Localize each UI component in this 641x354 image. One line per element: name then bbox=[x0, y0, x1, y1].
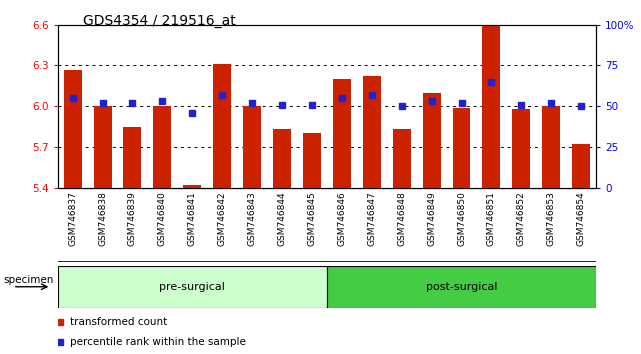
Text: GSM746853: GSM746853 bbox=[547, 191, 556, 246]
Bar bbox=[243, 106, 261, 188]
Bar bbox=[422, 93, 440, 188]
Bar bbox=[363, 76, 381, 188]
Text: GSM746847: GSM746847 bbox=[367, 191, 376, 246]
Bar bbox=[303, 133, 321, 188]
Text: GSM746841: GSM746841 bbox=[188, 191, 197, 246]
Bar bbox=[183, 185, 201, 188]
Bar bbox=[453, 108, 470, 188]
Text: GSM746842: GSM746842 bbox=[218, 191, 227, 246]
Bar bbox=[213, 64, 231, 188]
Text: specimen: specimen bbox=[3, 275, 54, 285]
Bar bbox=[273, 129, 291, 188]
Text: GSM746845: GSM746845 bbox=[308, 191, 317, 246]
Bar bbox=[542, 106, 560, 188]
Text: percentile rank within the sample: percentile rank within the sample bbox=[70, 337, 246, 348]
Text: GSM746852: GSM746852 bbox=[517, 191, 526, 246]
Bar bbox=[153, 106, 171, 188]
Text: GDS4354 / 219516_at: GDS4354 / 219516_at bbox=[83, 14, 236, 28]
Text: GSM746846: GSM746846 bbox=[337, 191, 346, 246]
Text: post-surgical: post-surgical bbox=[426, 282, 497, 292]
Text: transformed count: transformed count bbox=[70, 317, 167, 327]
Bar bbox=[63, 69, 81, 188]
Bar bbox=[572, 144, 590, 188]
Text: GSM746838: GSM746838 bbox=[98, 191, 107, 246]
Bar bbox=[333, 79, 351, 188]
Text: GSM746837: GSM746837 bbox=[68, 191, 77, 246]
Bar bbox=[94, 106, 112, 188]
Text: GSM746850: GSM746850 bbox=[457, 191, 466, 246]
Text: GSM746839: GSM746839 bbox=[128, 191, 137, 246]
Bar bbox=[124, 126, 142, 188]
Bar bbox=[483, 26, 501, 188]
Bar bbox=[58, 266, 327, 308]
Bar bbox=[327, 266, 596, 308]
Text: GSM746843: GSM746843 bbox=[247, 191, 256, 246]
Text: GSM746844: GSM746844 bbox=[278, 191, 287, 246]
Bar bbox=[393, 129, 411, 188]
Text: GSM746849: GSM746849 bbox=[427, 191, 436, 246]
Text: GSM746840: GSM746840 bbox=[158, 191, 167, 246]
Text: GSM746848: GSM746848 bbox=[397, 191, 406, 246]
Text: GSM746854: GSM746854 bbox=[577, 191, 586, 246]
Text: GSM746851: GSM746851 bbox=[487, 191, 496, 246]
Bar bbox=[512, 109, 530, 188]
Text: pre-surgical: pre-surgical bbox=[160, 282, 225, 292]
